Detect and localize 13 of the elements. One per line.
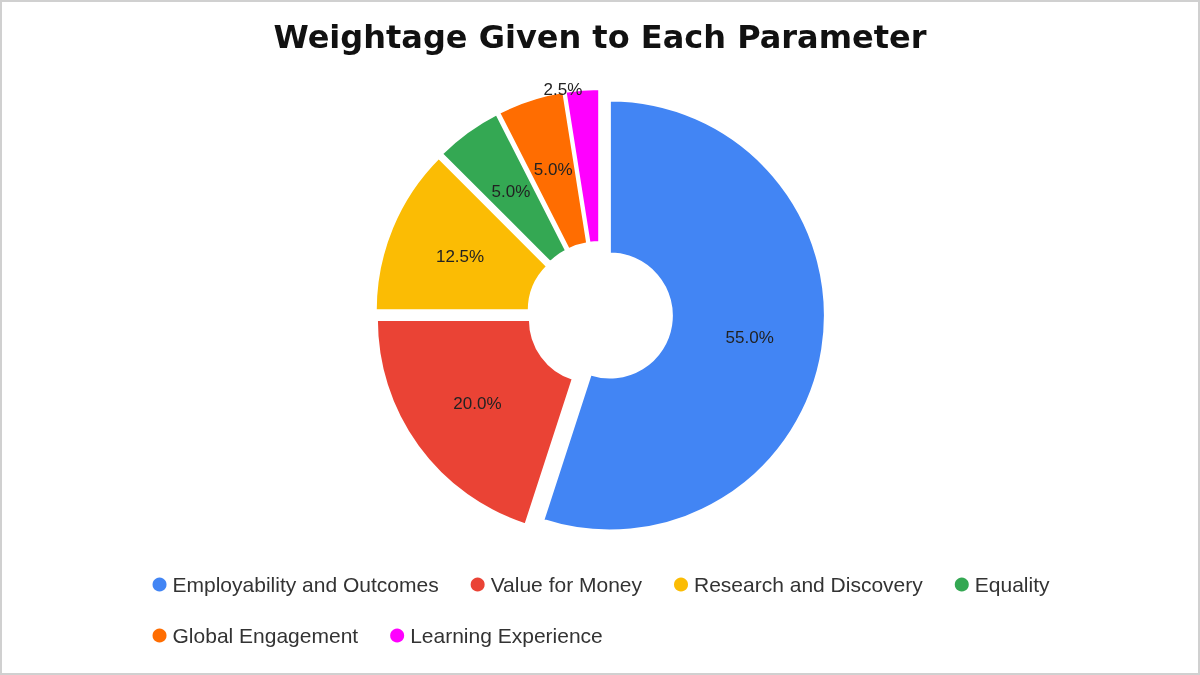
legend-label: Learning Experience bbox=[410, 624, 603, 647]
data-label: 5.0% bbox=[533, 160, 573, 180]
chart-title: Weightage Given to Each Parameter bbox=[273, 18, 927, 56]
data-label: 5.0% bbox=[491, 181, 531, 201]
data-label: 55.0% bbox=[725, 328, 774, 348]
data-label: 2.5% bbox=[543, 80, 583, 100]
legend-label: Research and Discovery bbox=[694, 573, 924, 596]
legend-label: Global Engagement bbox=[172, 624, 359, 647]
legend-label: Employability and Outcomes bbox=[172, 573, 439, 596]
data-label: 12.5% bbox=[435, 246, 485, 266]
data-label: 20.0% bbox=[453, 393, 502, 413]
legend-label: Equality bbox=[974, 573, 1050, 596]
legend-label: Value for Money bbox=[490, 573, 643, 596]
